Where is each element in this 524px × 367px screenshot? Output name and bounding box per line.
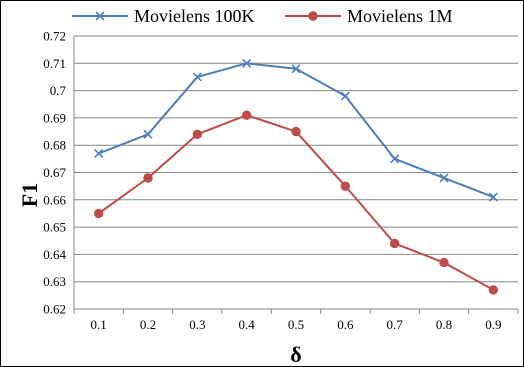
y-tick-label: 0.7	[50, 83, 67, 98]
data-point-circle-marker	[488, 285, 499, 295]
legend-label: Movielens 1M	[347, 6, 453, 26]
data-point-circle-marker	[143, 173, 153, 183]
series-0	[94, 58, 498, 202]
x-tick-label: 0.1	[91, 317, 107, 332]
x-tick-label: 0.6	[337, 317, 354, 332]
data-point-x-marker	[390, 154, 400, 164]
y-tick-label: 0.72	[43, 29, 66, 44]
x-marker-stroke	[94, 148, 104, 158]
x-marker-stroke	[291, 64, 301, 74]
x-marker-stroke	[340, 91, 350, 101]
data-point-x-marker	[340, 91, 350, 101]
x-tick-label: 0.5	[288, 317, 304, 332]
y-tick-label: 0.63	[43, 274, 66, 289]
data-point-x-marker	[439, 173, 449, 183]
y-tick-label: 0.64	[43, 247, 66, 262]
data-point-x-marker	[242, 58, 252, 68]
y-tick-labels: 0.62 0.63 0.64 0.65 0.66 0.67 0.68 0.69 0.7 0.71 0…	[43, 29, 66, 317]
y-axis-label: F1	[17, 183, 42, 207]
y-tick-label: 0.67	[43, 165, 66, 180]
x-axis-label: δ	[290, 342, 301, 367]
x-tick-label: 0.9	[485, 317, 501, 332]
data-point-circle-marker	[389, 238, 400, 249]
x-marker-stroke	[95, 11, 105, 21]
x-tick-label: 0.8	[436, 317, 452, 332]
data-point-x-marker	[192, 72, 202, 82]
data-point-x-marker	[488, 192, 498, 202]
axes	[73, 36, 519, 314]
series	[93, 58, 499, 295]
x-tick-labels: 0.1 0.2 0.3 0.4 0.5 0.6 0.7 0.8 0.9	[91, 317, 502, 332]
x-tick-label: 0.3	[189, 317, 205, 332]
y-tick-label: 0.71	[43, 56, 66, 71]
x-tick-label: 0.2	[140, 317, 156, 332]
gridlines	[74, 35, 518, 310]
data-point-circle-marker	[308, 11, 318, 21]
data-point-circle-marker	[93, 208, 104, 219]
x-marker-stroke	[439, 173, 449, 183]
legend-item: Movielens 1M	[285, 6, 453, 26]
legend-item: Movielens 100K	[72, 6, 255, 26]
y-tick-label: 0.69	[43, 110, 66, 125]
x-marker-stroke	[242, 58, 252, 68]
data-point-x-marker	[94, 148, 104, 158]
y-tick-label: 0.62	[43, 302, 66, 317]
y-tick-label: 0.66	[43, 192, 66, 207]
x-marker-stroke	[143, 129, 153, 139]
y-tick-label: 0.68	[43, 138, 66, 153]
y-tick-label: 0.65	[43, 220, 66, 235]
data-point-x-marker	[95, 11, 105, 21]
legend: Movielens 100K Movielens 1M	[72, 6, 453, 26]
data-point-x-marker	[143, 129, 153, 139]
data-point-x-marker	[291, 64, 301, 74]
data-point-circle-marker	[439, 257, 449, 268]
x-marker-stroke	[488, 192, 498, 202]
legend-label: Movielens 100K	[134, 6, 255, 26]
x-marker-stroke	[192, 72, 202, 82]
x-tick-label: 0.7	[387, 317, 404, 332]
data-point-circle-marker	[340, 181, 351, 191]
x-tick-label: 0.4	[239, 317, 256, 332]
series-1	[93, 110, 499, 295]
data-point-circle-marker	[241, 110, 252, 120]
x-marker-stroke	[390, 154, 400, 164]
data-point-circle-marker	[291, 126, 301, 137]
data-point-circle-marker	[192, 129, 203, 139]
